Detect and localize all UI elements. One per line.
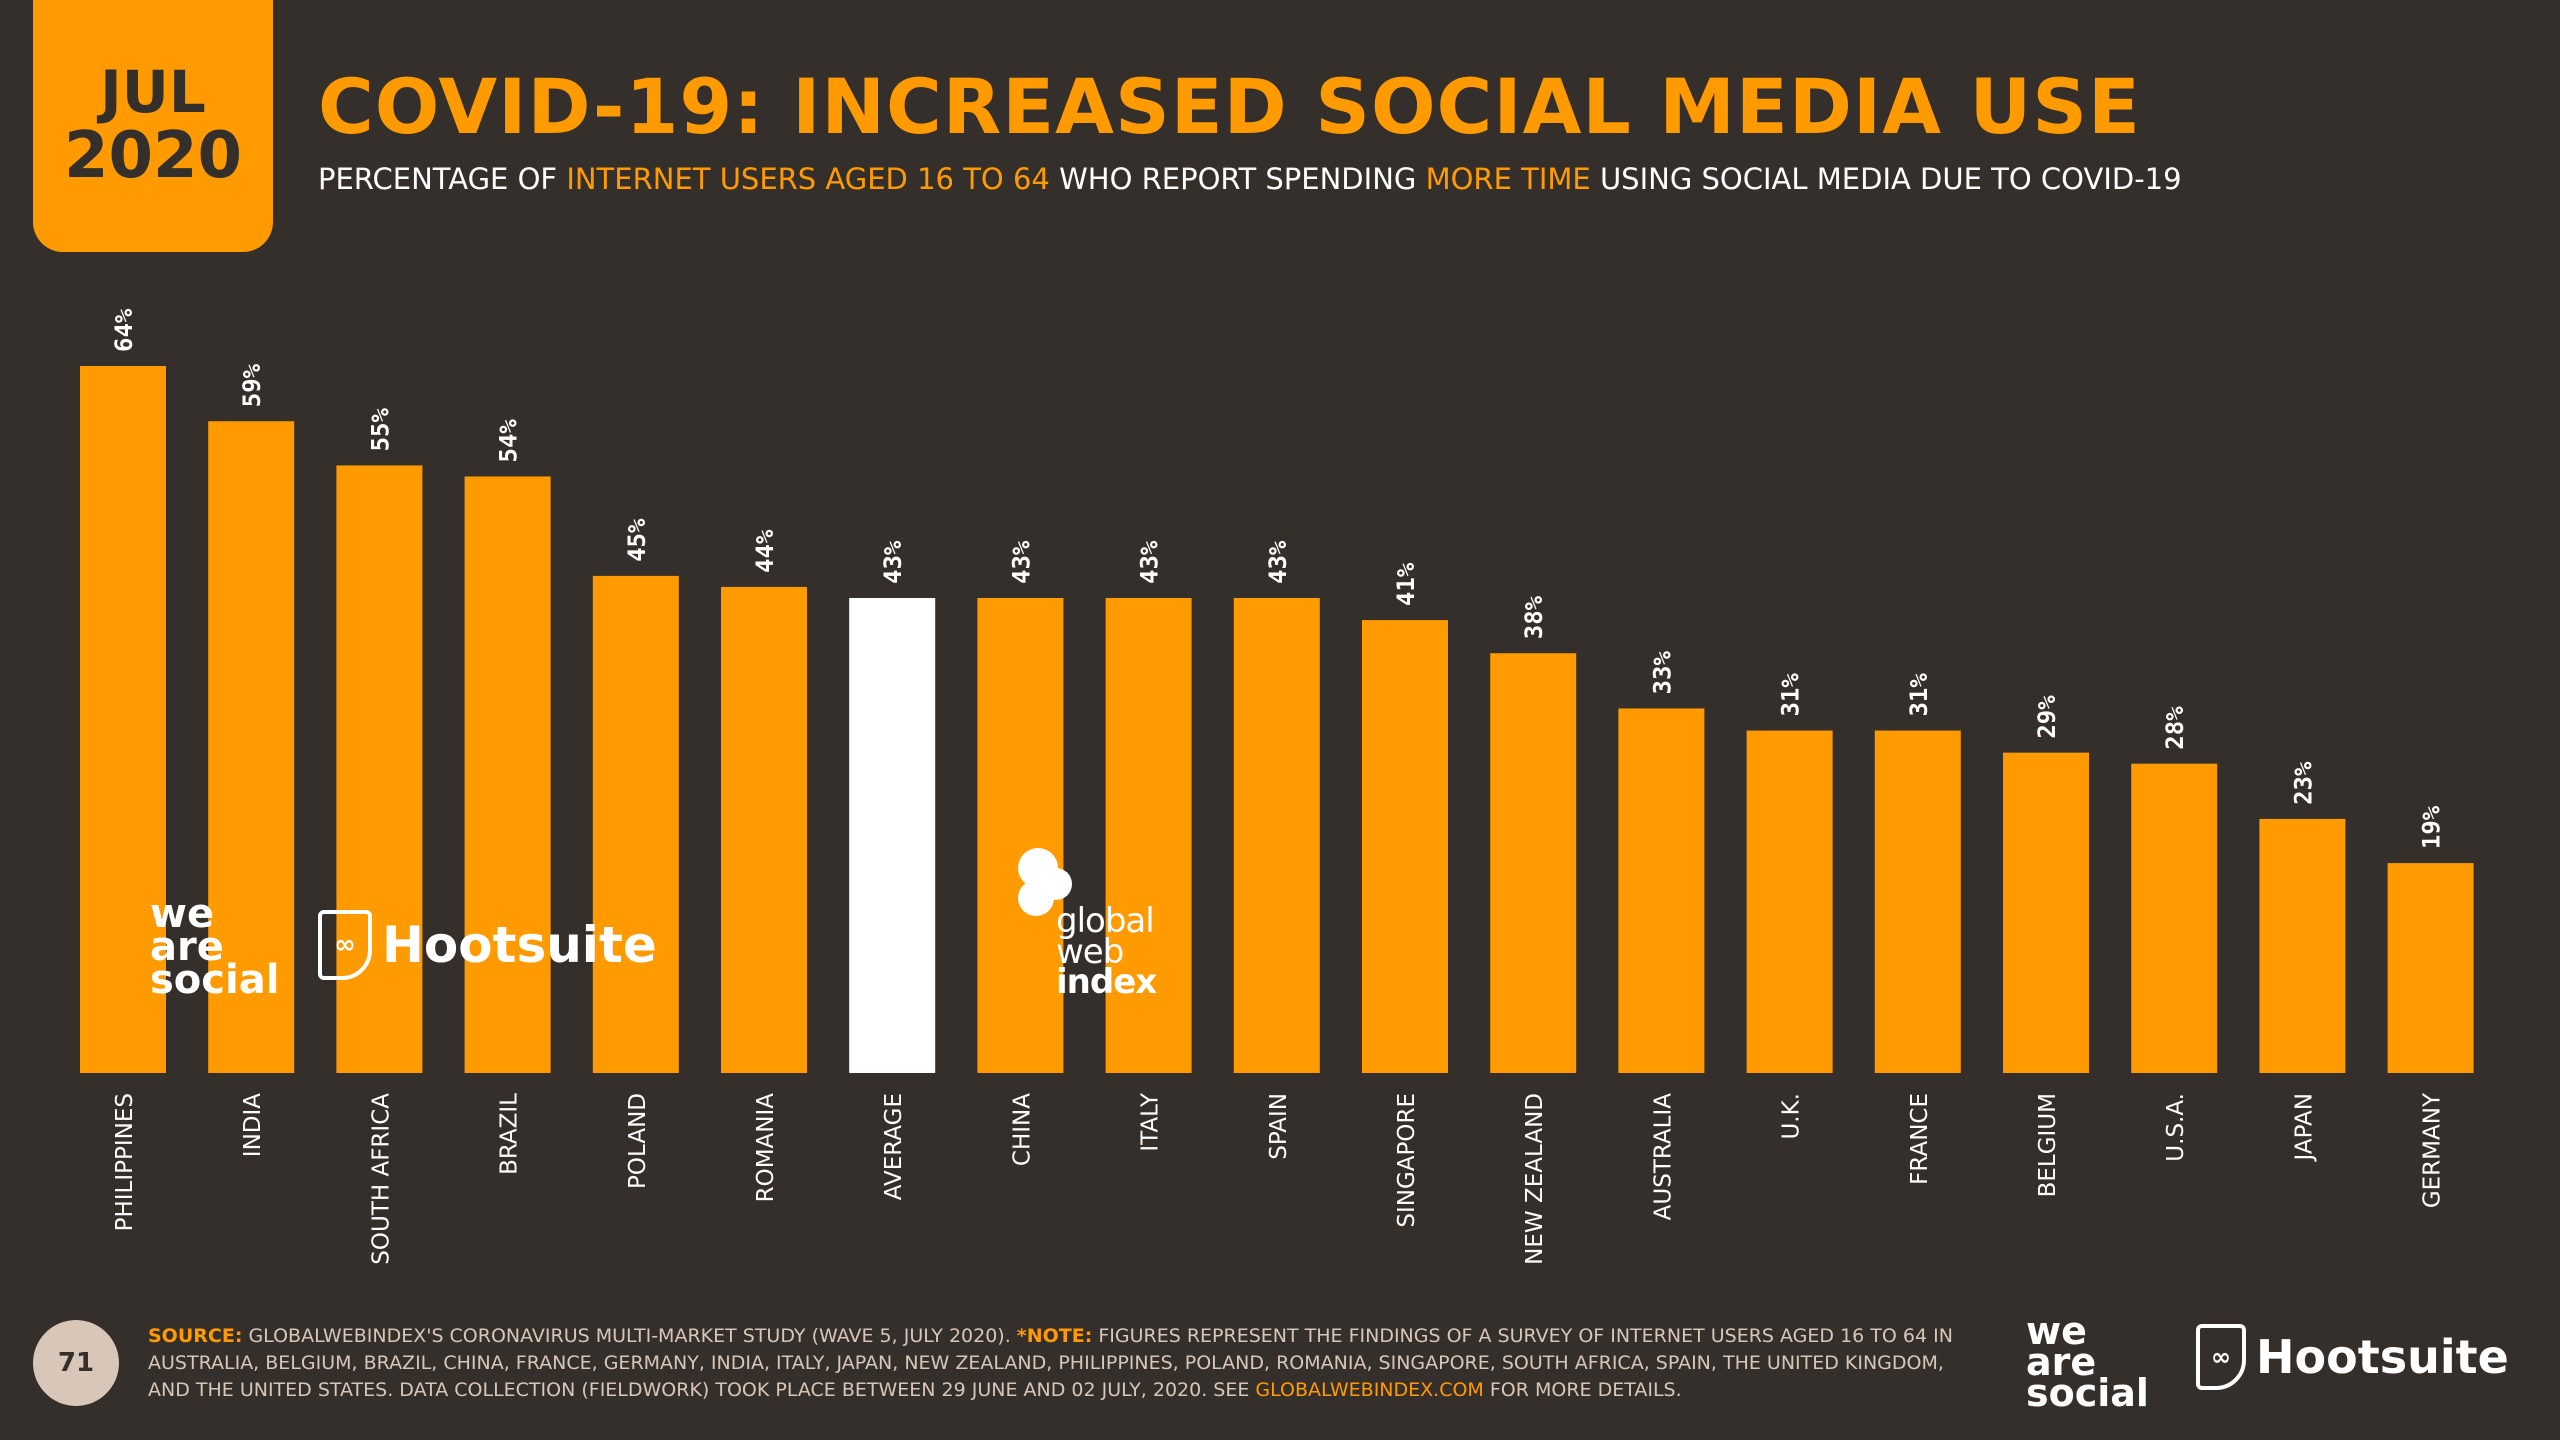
value-label-japan: 23% xyxy=(2289,761,2317,805)
category-label-philippines: PHILIPPINES xyxy=(112,1093,138,1231)
category-label-france: FRANCE xyxy=(1907,1093,1933,1185)
value-label-u-s-a: 28% xyxy=(2161,706,2189,750)
category-label-u-k: U.K. xyxy=(1779,1093,1805,1140)
category-label-brazil: BRAZIL xyxy=(497,1093,523,1175)
value-label-france: 31% xyxy=(1905,673,1933,717)
was-line-1: we xyxy=(150,891,215,937)
category-label-u-s-a: U.S.A. xyxy=(2163,1093,2189,1162)
subtitle-highlight-more-time: MORE TIME xyxy=(1425,162,1591,196)
footer-hootsuite-wordmark: Hootsuite xyxy=(2256,1330,2509,1384)
bar-u-k xyxy=(1746,730,1833,1073)
bar-philippines xyxy=(80,366,166,1073)
footer-owl-icon: ∞ xyxy=(2196,1324,2246,1390)
bar-australia xyxy=(1618,708,1705,1073)
category-label-new-zealand: NEW ZEALAND xyxy=(1522,1093,1548,1265)
subtitle-highlight-audience: INTERNET USERS AGED 16 TO 64 xyxy=(566,162,1050,196)
bar-france xyxy=(1874,730,1961,1073)
hootsuite-wordmark: Hootsuite xyxy=(382,916,657,974)
was-line-3: social xyxy=(150,956,280,1003)
category-label-japan: JAPAN xyxy=(2291,1093,2317,1162)
globe-bubbles-icon xyxy=(1018,848,1072,916)
value-label-philippines: 64% xyxy=(110,308,138,352)
note-text: FIGURES REPRESENT THE FINDINGS OF A SURV… xyxy=(148,1325,1953,1401)
value-label-poland: 45% xyxy=(623,518,651,562)
value-label-germany: 19% xyxy=(2418,805,2446,849)
owl-icon: ∞ xyxy=(318,910,372,980)
category-label-germany: GERMANY xyxy=(2420,1092,2446,1208)
bar-u-s-a xyxy=(2131,763,2218,1073)
subtitle-part2: WHO REPORT SPENDING xyxy=(1049,162,1426,196)
badge-month: JUL xyxy=(100,57,206,126)
category-label-average: AVERAGE xyxy=(881,1093,907,1200)
category-label-china: CHINA xyxy=(1009,1093,1035,1166)
value-label-china: 43% xyxy=(1007,540,1035,584)
category-label-poland: POLAND xyxy=(625,1093,651,1189)
was-line-2: are xyxy=(150,923,224,970)
bar-germany xyxy=(2387,863,2474,1073)
category-label-italy: ITALY xyxy=(1138,1092,1164,1152)
bar-brazil xyxy=(464,476,551,1073)
bar-chart: 64% PHILIPPINES 59% INDIA 55% SOUTH AFRICA 54%… xyxy=(80,308,2474,1265)
hootsuite-logo: ∞ Hootsuite xyxy=(318,910,657,980)
we-are-social-logo: we are social xyxy=(150,891,280,1003)
bar-india xyxy=(208,421,295,1073)
value-label-italy: 43% xyxy=(1136,540,1164,584)
subtitle-part3: USING SOCIAL MEDIA DUE TO COVID-19 xyxy=(1590,162,2182,196)
category-label-romania: ROMANIA xyxy=(753,1093,779,1203)
category-label-india: INDIA xyxy=(240,1093,266,1157)
category-label-australia: AUSTRALIA xyxy=(1650,1093,1676,1221)
bar-belgium xyxy=(2003,752,2089,1073)
page-title: COVID-19: INCREASED SOCIAL MEDIA USE xyxy=(318,62,2141,151)
value-label-romania: 44% xyxy=(751,529,779,573)
value-label-brazil: 54% xyxy=(495,419,523,463)
bar-china xyxy=(977,597,1064,1073)
badge-year: 2020 xyxy=(63,118,243,193)
value-label-singapore: 41% xyxy=(1392,562,1420,606)
footer-was-line-2: are xyxy=(2026,1340,2097,1385)
note-label: *NOTE: xyxy=(1016,1325,1093,1347)
bar-spain xyxy=(1233,597,1320,1073)
bar-average xyxy=(849,597,936,1073)
value-label-new-zealand: 38% xyxy=(1520,595,1548,639)
value-label-australia: 33% xyxy=(1648,651,1676,695)
footer-we-are-social-logo: we are social xyxy=(2026,1309,2149,1416)
bar-singapore xyxy=(1362,620,1448,1073)
gwi-line-3: index xyxy=(1056,962,1157,1003)
bar-japan xyxy=(2259,818,2346,1073)
bar-italy xyxy=(1105,597,1192,1073)
value-label-belgium: 29% xyxy=(2033,695,2061,739)
category-label-belgium: BELGIUM xyxy=(2035,1093,2061,1197)
footer-was-line-3: social xyxy=(2026,1371,2149,1416)
page-number: 71 xyxy=(33,1320,119,1406)
value-label-spain: 43% xyxy=(1264,540,1292,584)
note-tail: FOR MORE DETAILS. xyxy=(1483,1379,1682,1401)
subtitle-part1: PERCENTAGE OF xyxy=(318,162,567,196)
value-label-south-africa: 55% xyxy=(366,408,394,452)
gwi-line-2: web xyxy=(1056,931,1124,972)
footer-was-line-1: we xyxy=(2026,1309,2087,1353)
value-label-average: 43% xyxy=(879,540,907,584)
bar-south-africa xyxy=(336,465,423,1073)
bar-poland xyxy=(592,575,679,1073)
globalwebindex-link[interactable]: GLOBALWEBINDEX.COM xyxy=(1255,1379,1484,1401)
value-label-u-k: 31% xyxy=(1777,673,1805,717)
footer-hootsuite-logo: ∞ Hootsuite xyxy=(2196,1324,2509,1390)
value-label-india: 59% xyxy=(238,363,266,407)
bar-romania xyxy=(721,586,807,1073)
source-text: GLOBALWEBINDEX'S CORONAVIRUS MULTI-MARKE… xyxy=(242,1325,1017,1347)
category-label-spain: SPAIN xyxy=(1266,1093,1292,1160)
gwi-line-1: global xyxy=(1056,901,1155,941)
category-label-south-africa: SOUTH AFRICA xyxy=(368,1093,394,1265)
page-subtitle: PERCENTAGE OF INTERNET USERS AGED 16 TO … xyxy=(318,162,2182,196)
footnote: SOURCE: GLOBALWEBINDEX'S CORONAVIRUS MUL… xyxy=(148,1323,1988,1404)
source-label: SOURCE: xyxy=(148,1325,243,1347)
date-badge: JUL 2020 xyxy=(33,0,273,252)
category-label-singapore: SINGAPORE xyxy=(1394,1093,1420,1228)
globalwebindex-logo: global web index xyxy=(1056,901,1157,1003)
bar-new-zealand xyxy=(1490,653,1577,1073)
